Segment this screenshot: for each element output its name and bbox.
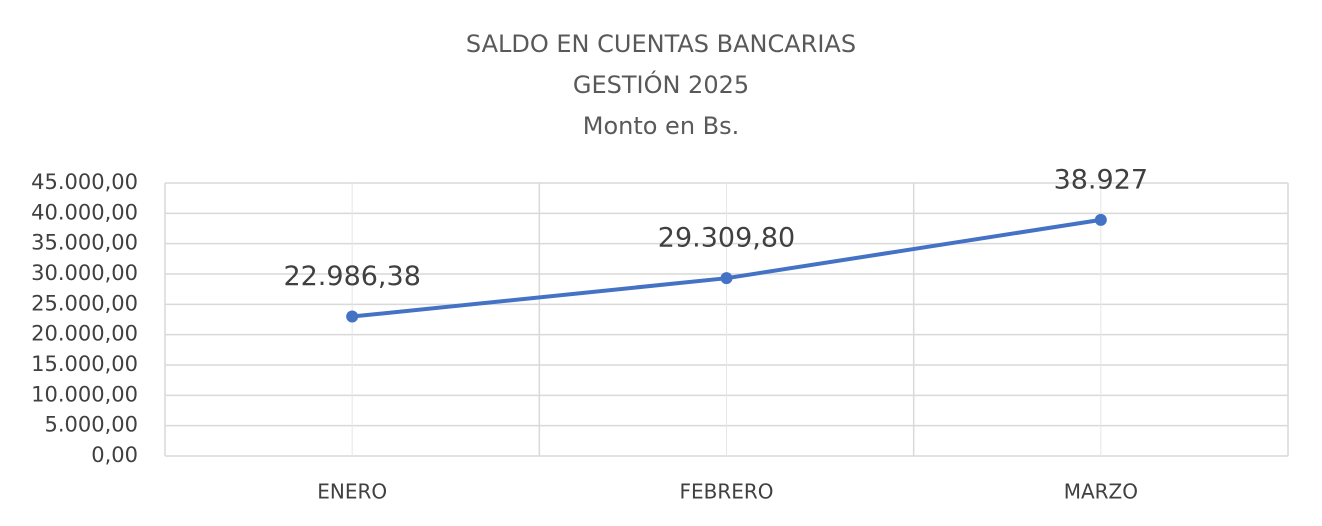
y-tick-label: 15.000,00 [31,352,138,376]
x-tick-label: ENERO [317,480,387,504]
y-tick-label: 45.000,00 [31,170,138,194]
chart-title: GESTIÓN 2025 [573,69,749,99]
y-tick-label: 25.000,00 [31,291,138,315]
value-label: 22.986,38 [283,261,420,292]
chart-title: Monto en Bs. [583,112,740,140]
y-tick-label: 0,00 [91,443,138,467]
y-tick-label: 40.000,00 [31,200,138,224]
y-tick-label: 5.000,00 [44,413,138,437]
x-tick-label: MARZO [1064,480,1138,504]
value-label: 38.927 [1054,164,1148,195]
y-tick-label: 10.000,00 [31,382,138,406]
chart-title: SALDO EN CUENTAS BANCARIAS [466,30,856,58]
y-tick-label: 20.000,00 [31,322,138,346]
y-tick-label: 35.000,00 [31,231,138,255]
marker [1094,213,1107,226]
value-label: 29.309,80 [658,223,795,254]
marker [720,272,733,285]
marker [346,310,359,323]
x-tick-label: FEBRERO [679,480,773,504]
y-tick-label: 30.000,00 [31,261,138,285]
